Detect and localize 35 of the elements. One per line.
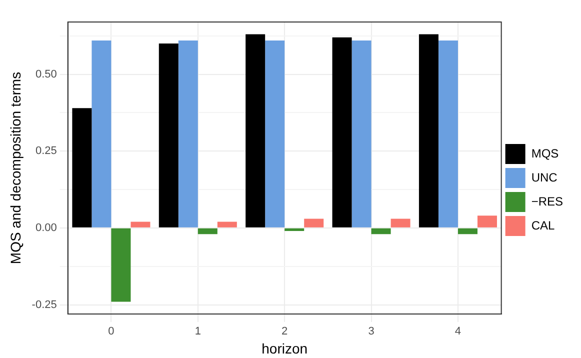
bar	[438, 40, 458, 228]
legend-label: MQS	[531, 146, 559, 160]
y-tick-label: -0.25	[32, 298, 57, 311]
bar	[178, 40, 198, 228]
bar	[371, 228, 391, 234]
y-axis-title: MQS and decomposition terms	[7, 72, 24, 264]
bar	[130, 222, 150, 228]
bar	[284, 228, 304, 232]
bar	[72, 108, 92, 228]
bar	[246, 34, 266, 228]
y-tick-label: 0.50	[35, 68, 57, 80]
bar	[92, 40, 112, 228]
bar	[198, 228, 218, 234]
y-tick-label: 0.00	[35, 222, 57, 234]
bar	[390, 218, 410, 228]
x-axis-title: horizon	[262, 340, 308, 356]
bar	[352, 40, 372, 228]
bar	[217, 222, 237, 228]
x-tick-label: 0	[108, 326, 114, 338]
bar	[418, 34, 438, 228]
bar	[265, 40, 285, 228]
bar	[111, 228, 131, 302]
legend-label: −RES	[531, 194, 564, 208]
x-tick-label: 3	[368, 326, 374, 338]
x-tick-label: 1	[194, 326, 201, 338]
bar	[304, 218, 324, 228]
x-tick-label: 4	[454, 326, 462, 338]
bar	[477, 216, 497, 228]
legend-label: UNC	[531, 170, 558, 184]
bar	[458, 228, 478, 234]
y-tick-label: 0.25	[35, 145, 57, 158]
x-tick-label: 2	[282, 326, 288, 338]
bar	[158, 44, 178, 228]
legend-label: CAL	[531, 218, 555, 232]
bar	[332, 37, 352, 228]
